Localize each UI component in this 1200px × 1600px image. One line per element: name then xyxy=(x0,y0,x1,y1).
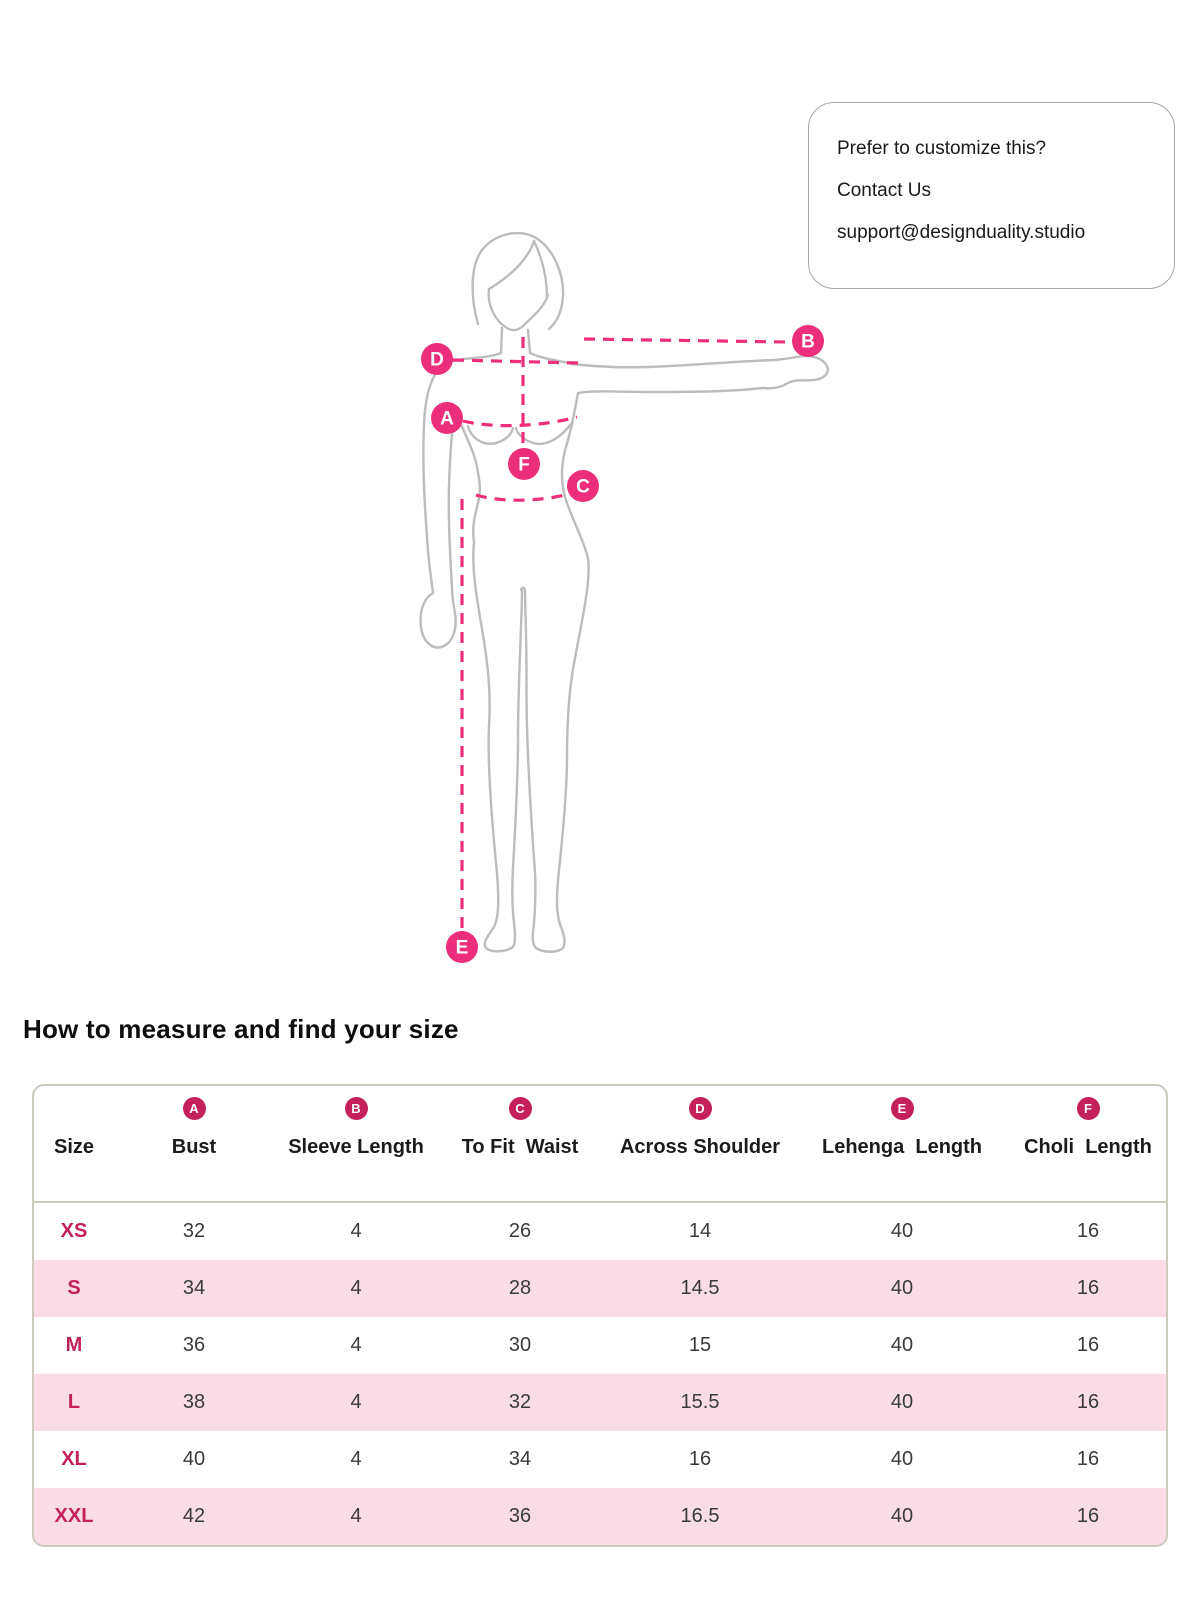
value-cell: 4 xyxy=(350,1391,362,1413)
table-row: M 36 4 30 15 40 16 xyxy=(34,1317,1166,1374)
column-letter-badge: E xyxy=(890,1097,914,1120)
contact-us-label: Contact Us xyxy=(837,180,931,201)
value-cell: 16 xyxy=(1076,1277,1100,1299)
size-cell: XS xyxy=(60,1220,88,1242)
column-header: F Choli Length xyxy=(1006,1086,1166,1201)
value-cell: 16 xyxy=(688,1448,712,1470)
body-outline xyxy=(419,231,829,953)
value-cell: 28 xyxy=(508,1277,532,1299)
column-label: To Fit Waist xyxy=(461,1136,579,1158)
customize-callout: Prefer to customize this? Contact Us sup… xyxy=(808,102,1175,289)
value-cell: 15.5 xyxy=(680,1391,720,1413)
table-header-row: Size A Bust B Sleeve Length C To Fit Wai… xyxy=(34,1086,1166,1203)
column-header: E Lehenga Length xyxy=(798,1086,1006,1201)
value-cell: 36 xyxy=(508,1505,532,1527)
table-row: S 34 4 28 14.5 40 16 xyxy=(34,1260,1166,1317)
value-cell: 16 xyxy=(1076,1334,1100,1356)
body-diagram: A B C D E F xyxy=(419,231,829,963)
value-cell: 32 xyxy=(508,1391,532,1413)
value-cell: 36 xyxy=(182,1334,206,1356)
value-cell: 40 xyxy=(890,1505,914,1527)
size-cell: XXL xyxy=(54,1505,94,1527)
value-cell: 40 xyxy=(890,1220,914,1242)
column-label-size: Size xyxy=(53,1136,95,1158)
size-cell: S xyxy=(67,1277,81,1299)
column-letter-badge: A xyxy=(182,1097,206,1120)
bust-line xyxy=(462,415,578,428)
column-header: C To Fit Waist xyxy=(438,1086,602,1201)
sleeve-length-line xyxy=(583,337,789,344)
value-cell: 32 xyxy=(182,1220,206,1242)
column-header: A Bust xyxy=(114,1086,274,1201)
value-cell: 38 xyxy=(182,1391,206,1413)
column-header: D Across Shoulder xyxy=(602,1086,798,1201)
value-cell: 14 xyxy=(688,1220,712,1242)
column-letter-badge: B xyxy=(344,1097,368,1120)
svg-text:A: A xyxy=(440,409,454,430)
column-label: Across Shoulder xyxy=(619,1136,781,1158)
column-letter-badge: C xyxy=(508,1097,532,1120)
table-row: XXL 42 4 36 16.5 40 16 xyxy=(34,1488,1166,1545)
column-header: B Sleeve Length xyxy=(274,1086,438,1201)
value-cell: 16 xyxy=(1076,1505,1100,1527)
column-label: Choli Length xyxy=(1024,1136,1152,1158)
svg-text:E: E xyxy=(456,938,469,959)
size-cell: L xyxy=(67,1391,81,1413)
column-letter-badge: F xyxy=(1076,1097,1100,1120)
figure-marker-d: D xyxy=(421,343,453,375)
table-row: XS 32 4 26 14 40 16 xyxy=(34,1203,1166,1260)
support-email-link[interactable]: support@designduality.studio xyxy=(837,222,1086,243)
size-chart-table: Size A Bust B Sleeve Length C To Fit Wai… xyxy=(32,1084,1168,1547)
across-shoulder-line xyxy=(452,358,579,365)
column-header-size: Size xyxy=(34,1086,114,1201)
figure-marker-c: C xyxy=(567,470,599,502)
value-cell: 4 xyxy=(350,1220,362,1242)
svg-text:F: F xyxy=(518,455,530,476)
figure-marker-f: F xyxy=(508,448,540,480)
value-cell: 40 xyxy=(182,1448,206,1470)
value-cell: 16.5 xyxy=(680,1505,720,1527)
value-cell: 16 xyxy=(1076,1220,1100,1242)
table-row: XL 40 4 34 16 40 16 xyxy=(34,1431,1166,1488)
value-cell: 40 xyxy=(890,1334,914,1356)
waist-line xyxy=(475,492,570,502)
value-cell: 34 xyxy=(182,1277,206,1299)
column-label: Sleeve Length xyxy=(288,1136,424,1158)
measurement-lines xyxy=(452,337,789,930)
size-cell: M xyxy=(65,1334,83,1356)
figure-marker-e: E xyxy=(446,931,478,963)
value-cell: 30 xyxy=(508,1334,532,1356)
value-cell: 4 xyxy=(350,1334,362,1356)
figure-marker-b: B xyxy=(792,325,824,357)
value-cell: 40 xyxy=(890,1277,914,1299)
svg-text:C: C xyxy=(576,477,590,498)
value-cell: 16 xyxy=(1076,1391,1100,1413)
value-cell: 4 xyxy=(350,1277,362,1299)
column-label: Lehenga Length xyxy=(822,1136,982,1158)
callout-question: Prefer to customize this? xyxy=(837,138,1047,159)
value-cell: 40 xyxy=(890,1391,914,1413)
value-cell: 40 xyxy=(890,1448,914,1470)
page-title: How to measure and find your size xyxy=(23,1014,459,1044)
value-cell: 34 xyxy=(508,1448,532,1470)
value-cell: 14.5 xyxy=(680,1277,720,1299)
size-cell: XL xyxy=(61,1448,87,1470)
svg-text:B: B xyxy=(801,332,815,353)
column-letter-badge: D xyxy=(688,1097,712,1120)
value-cell: 26 xyxy=(508,1220,532,1242)
table-row: L 38 4 32 15.5 40 16 xyxy=(34,1374,1166,1431)
value-cell: 4 xyxy=(350,1505,362,1527)
table-body: XS 32 4 26 14 40 16 S 34 4 28 14.5 40 16 M 36 4 30 15… xyxy=(34,1203,1166,1545)
figure-marker-a: A xyxy=(431,402,463,434)
svg-text:D: D xyxy=(430,350,444,371)
column-label: Bust xyxy=(171,1136,217,1158)
measurement-figure: A B C D E F xyxy=(375,220,835,965)
value-cell: 42 xyxy=(182,1505,206,1527)
value-cell: 4 xyxy=(350,1448,362,1470)
value-cell: 16 xyxy=(1076,1448,1100,1470)
value-cell: 15 xyxy=(688,1334,712,1356)
